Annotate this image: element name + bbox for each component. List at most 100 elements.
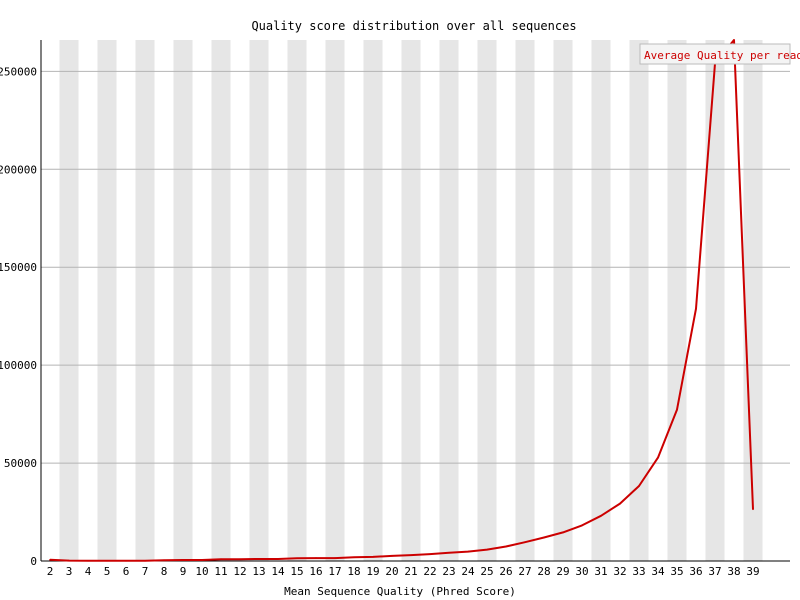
data-point [600,514,602,517]
y-tick-label: 250000 [0,65,37,78]
x-tick-label: 21 [404,565,417,578]
x-tick-label: 23 [442,565,455,578]
band-39 [743,40,763,561]
band-29 [553,40,573,561]
x-tick-label: 14 [271,565,285,578]
band-33 [629,40,649,561]
x-tick-label: 20 [385,565,398,578]
x-tick-label: 35 [670,565,683,578]
data-point [68,559,70,562]
data-point [581,524,583,527]
x-tick-label: 26 [499,565,512,578]
x-tick-label: 33 [632,565,645,578]
data-point [144,560,146,562]
chart-title: Quality score distribution over all sequ… [251,19,576,33]
band-5 [97,40,117,561]
x-tick-label: 27 [518,565,531,578]
x-tick-label: 28 [537,565,550,578]
data-point [239,558,241,561]
y-axis-ticks: 0 50000 100000 150000 200000 250000 [0,65,37,568]
band-15 [287,40,307,561]
data-point [49,559,51,561]
alternating-bands [59,40,763,561]
data-point [448,551,450,554]
x-tick-label: 15 [290,565,303,578]
series-layer [49,39,754,562]
y-tick-label: 100000 [0,359,37,372]
band-13 [249,40,269,561]
x-tick-label: 9 [180,565,187,578]
data-point [106,560,108,562]
legend: Average Quality per read [639,43,800,65]
legend-label: Average Quality per read [644,49,800,62]
band-25 [477,40,497,561]
data-point [182,559,184,561]
x-tick-label: 5 [104,565,111,578]
x-axis-label: Mean Sequence Quality (Phred Score) [284,585,516,598]
data-point [87,560,89,562]
x-tick-label: 34 [651,565,665,578]
data-point [543,536,545,539]
data-point [524,541,526,543]
data-point [695,307,697,310]
data-point [391,555,393,557]
band-27 [515,40,535,561]
data-point [638,485,640,487]
data-point [277,558,279,560]
band-3 [59,40,79,561]
data-point [410,554,412,556]
data-point [315,557,317,559]
y-tick-label: 50000 [4,457,37,470]
band-35 [667,40,687,561]
data-point [486,548,488,551]
x-tick-label: 36 [689,565,702,578]
data-point [733,39,735,41]
band-31 [591,40,611,561]
band-19 [363,40,383,561]
band-23 [439,40,459,561]
band-17 [325,40,345,561]
x-tick-label: 24 [461,565,475,578]
y-tick-label: 0 [30,555,37,568]
data-point [467,550,469,553]
x-tick-label: 19 [366,565,379,578]
data-point [163,559,165,562]
data-point [619,502,621,505]
data-point [752,508,754,511]
x-tick-label: 8 [161,565,168,578]
legend-box [639,43,791,65]
data-point [676,408,678,411]
x-tick-label: 7 [142,565,149,578]
data-point [296,557,298,560]
gridlines [41,70,790,464]
y-tick-label: 150000 [0,261,37,274]
y-tick-label: 200000 [0,163,37,176]
data-point [505,545,507,548]
x-tick-label: 39 [746,565,759,578]
data-point [429,553,431,555]
x-tick-label: 32 [613,565,626,578]
x-tick-label: 30 [575,565,588,578]
band-7 [135,40,155,561]
data-point [353,556,355,559]
data-point [201,559,203,561]
x-tick-label: 6 [123,565,130,578]
x-tick-label: 11 [214,565,227,578]
data-point [220,558,222,561]
series-line-0 [49,39,754,562]
x-tick-label: 10 [195,565,208,578]
x-tick-label: 18 [347,565,360,578]
x-tick-label: 13 [252,565,265,578]
x-tick-label: 2 [47,565,54,578]
data-point [125,560,127,562]
band-21 [401,40,421,561]
data-point [372,556,374,558]
x-tick-label: 3 [66,565,73,578]
x-tick-label: 29 [556,565,569,578]
x-tick-label: 31 [594,565,607,578]
x-tick-label: 4 [85,565,92,578]
x-tick-label: 22 [423,565,436,578]
data-point [258,558,260,560]
data-point [562,531,564,534]
